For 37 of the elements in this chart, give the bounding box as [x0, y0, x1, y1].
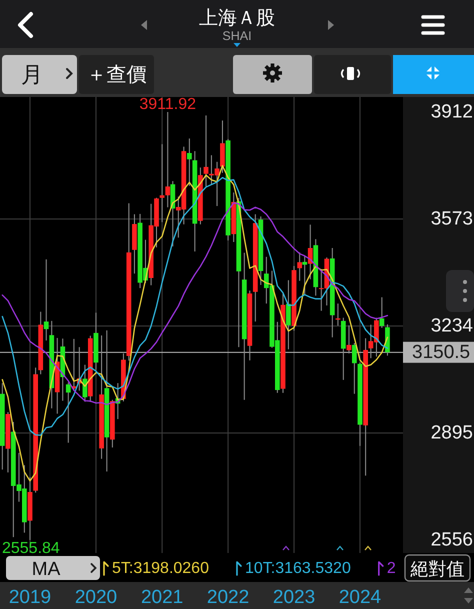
candlestick: [66, 382, 71, 444]
x-tick-label: 2023: [272, 587, 316, 608]
x-tick-label: 2022: [206, 587, 250, 608]
candlestick: [346, 324, 352, 354]
x-tick-label: 2021: [140, 587, 184, 608]
candlestick: [165, 112, 170, 208]
line-series: [2, 176, 388, 436]
text: 絕對值: [410, 559, 464, 579]
legend-label: 2: [386, 560, 396, 577]
y-tick-label: 3234: [430, 316, 474, 336]
legend-label: 10T:3163.5320: [244, 560, 351, 577]
annotation: 2555.84: [2, 540, 60, 557]
y-tick-label: 2556: [430, 530, 473, 550]
candlestick: [286, 280, 291, 350]
text: ＋查價: [86, 64, 146, 86]
ref-line-label: 3150.5: [412, 342, 470, 363]
x-tick-label: 2020: [74, 587, 118, 608]
candlestick: [352, 342, 357, 394]
candlestick: [204, 114, 208, 187]
x-tick-label: 2024: [338, 587, 382, 608]
chart-subtitle: SHAI: [222, 29, 252, 43]
text: 月: [21, 62, 43, 87]
x-tick-label: 2019: [8, 587, 52, 608]
candlestick: [379, 296, 384, 328]
candlestick: [44, 258, 49, 341]
y-tick-label: 2895: [430, 422, 473, 444]
y-tick-label: 3912: [430, 102, 473, 122]
candlestick: [220, 120, 225, 174]
candlestick: [160, 144, 165, 223]
line-series: [2, 202, 388, 406]
candlestick: [186, 138, 192, 186]
candlestick: [297, 252, 302, 282]
chart-title: 上海Ａ股: [199, 8, 275, 29]
legend-label: 5T:3198.0260: [112, 560, 210, 577]
annotation: 3911.92: [139, 96, 196, 113]
y-tick-label: 3573: [430, 208, 473, 230]
legend-title: MA: [32, 559, 61, 580]
